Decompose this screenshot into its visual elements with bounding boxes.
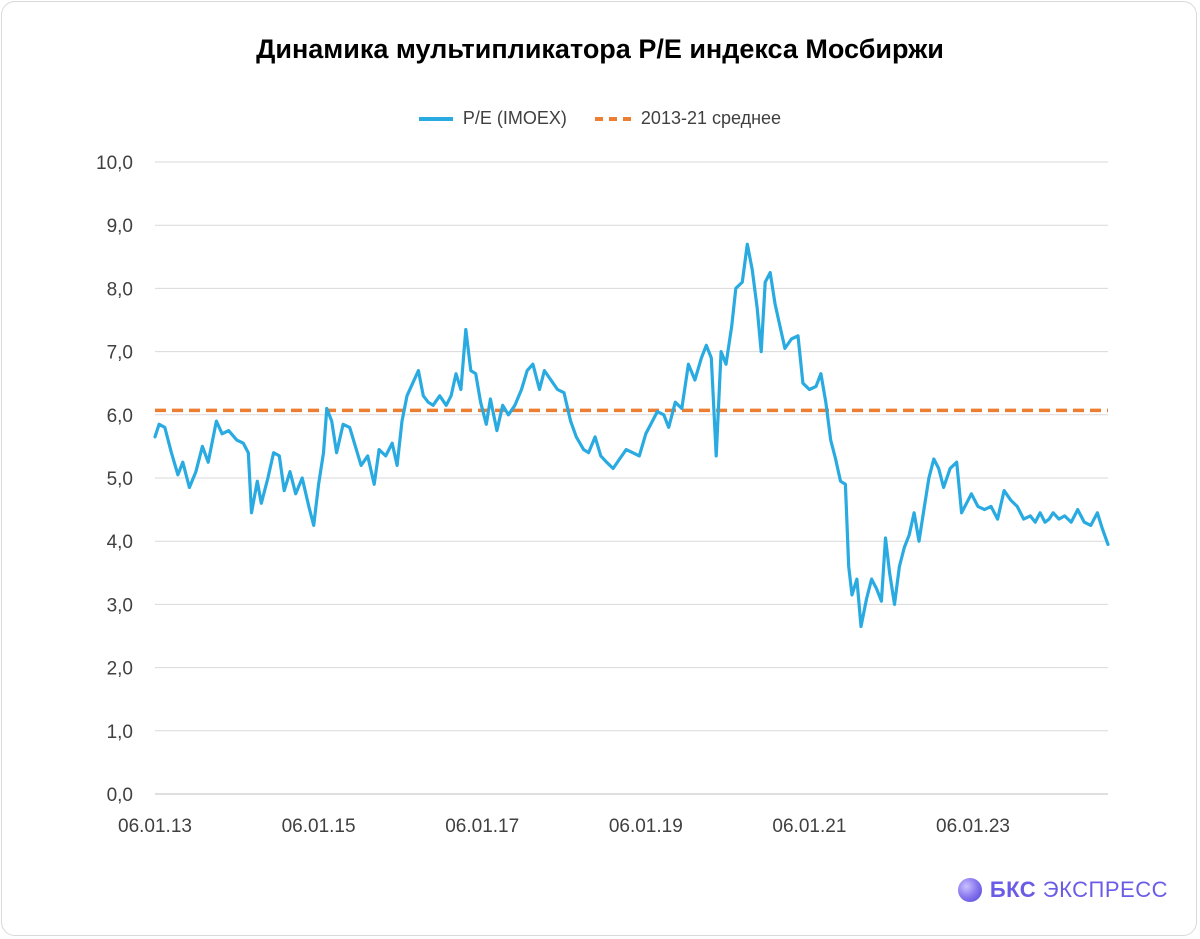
pe-series-line xyxy=(153,242,1110,629)
logo-text: БКС ЭКСПРЕСС xyxy=(990,877,1168,903)
x-tick-label: 06.01.23 xyxy=(936,816,1010,837)
chart-title: Динамика мультипликатора P/E индекса Мос… xyxy=(256,34,944,64)
legend-swatch-average xyxy=(594,116,631,121)
y-tick-label: 10,0 xyxy=(96,153,133,174)
legend-item-pe: P/E (IMOEX) xyxy=(418,108,567,129)
x-tick-label: 06.01.13 xyxy=(118,816,192,837)
chart-legend: P/E (IMOEX) 2013-21 среднее xyxy=(0,108,1200,129)
x-tick-label: 06.01.17 xyxy=(445,816,519,837)
x-tick-label: 06.01.21 xyxy=(772,816,846,837)
bks-logo-icon xyxy=(957,878,982,902)
y-tick-label: 5,0 xyxy=(107,469,133,490)
y-tick-label: 8,0 xyxy=(107,279,133,300)
y-tick-label: 2,0 xyxy=(107,659,133,680)
y-tick-label: 3,0 xyxy=(107,595,133,616)
legend-item-average: 2013-21 среднее xyxy=(594,108,782,129)
logo-light-text: ЭКСПРЕСС xyxy=(1042,877,1168,902)
bks-express-logo: БКС ЭКСПРЕСС xyxy=(957,877,1168,903)
y-tick-label: 1,0 xyxy=(107,722,133,743)
y-tick-label: 7,0 xyxy=(107,343,133,364)
y-tick-label: 4,0 xyxy=(107,532,133,553)
legend-swatch-pe xyxy=(418,116,453,121)
y-tick-label: 9,0 xyxy=(107,216,133,237)
x-tick-label: 06.01.19 xyxy=(609,816,683,837)
legend-label-average: 2013-21 среднее xyxy=(640,108,782,128)
y-tick-label: 6,0 xyxy=(107,406,133,427)
x-tick-label: 06.01.15 xyxy=(282,816,356,837)
y-tick-label: 0,0 xyxy=(107,785,133,806)
legend-label-pe: P/E (IMOEX) xyxy=(462,108,567,128)
logo-bold-text: БКС xyxy=(989,877,1037,902)
